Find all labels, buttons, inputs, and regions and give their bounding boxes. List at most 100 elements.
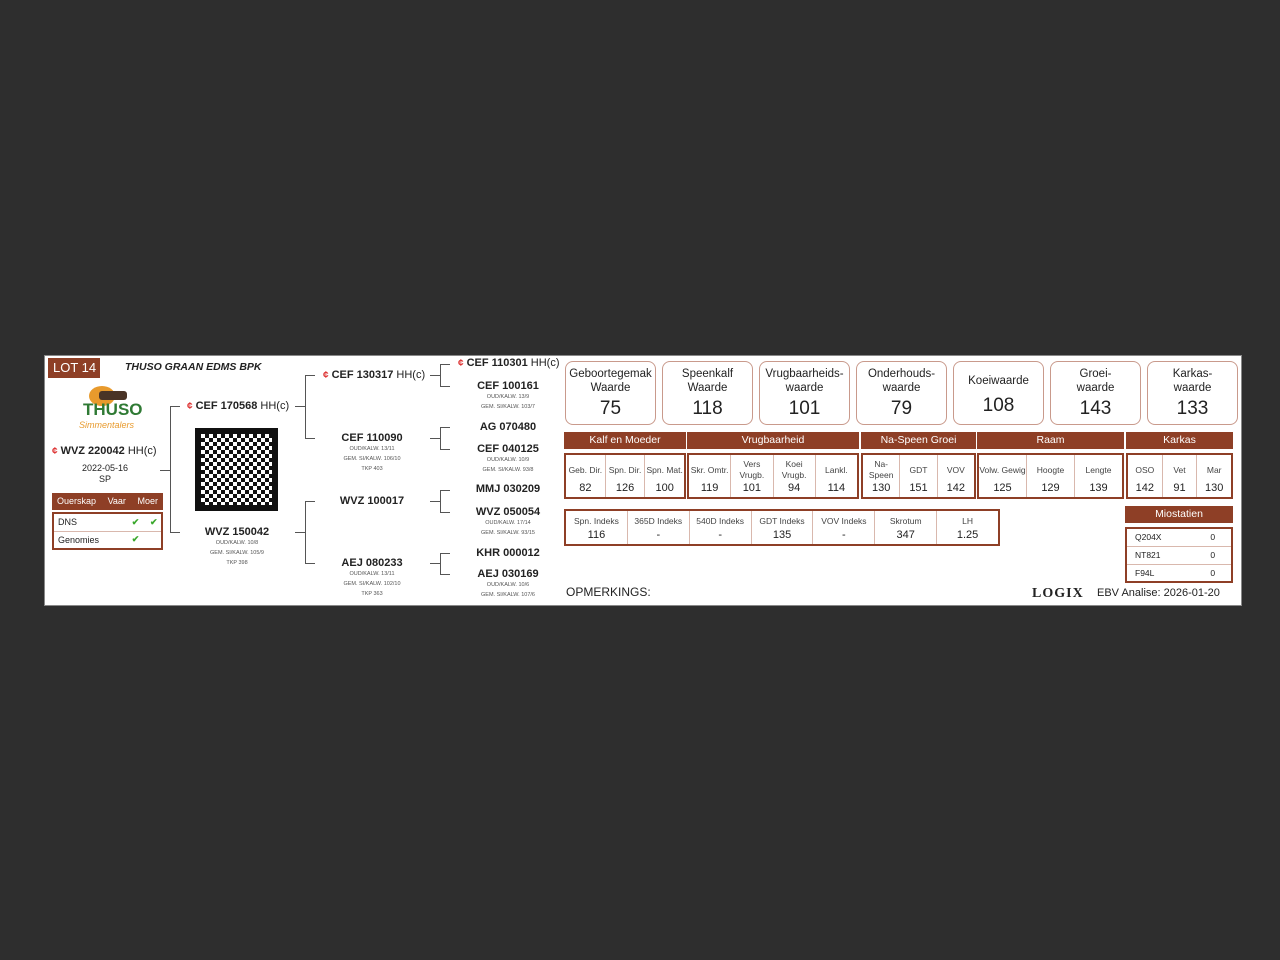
trait-value: 101 [742, 482, 762, 494]
trait-value: 151 [909, 482, 928, 494]
group-header: Vrugbaarheid [687, 432, 859, 449]
parentage-table: Ouerskap Vaar Moer DNS ✔ ✔ Genomies ✔ [52, 493, 163, 550]
index-value: 116 [587, 529, 606, 541]
value-number: 108 [982, 395, 1015, 416]
index-value: 135 [772, 529, 792, 541]
index-cell: Skrotum 347 [874, 511, 936, 544]
value-box: Onderhouds-waarde 79 [856, 361, 947, 425]
qr-code[interactable] [195, 428, 278, 511]
value-box: Groei-waarde 143 [1050, 361, 1141, 425]
value-box: Speenkalf Waarde 118 [662, 361, 753, 425]
value-label: waarde [785, 382, 824, 394]
index-table: Spn. Indeks 116 365D Indeks - 540D Indeks - GD… [564, 509, 1000, 546]
remarks-label: OPMERKINGS: [566, 585, 651, 599]
index-cell: LH 1.25 [936, 511, 998, 544]
myostatin-title: Miostatien [1125, 506, 1233, 523]
ebv-date: EBV Analise: 2026-01-20 [1097, 587, 1220, 599]
trait-label: Spn. Dir. [608, 464, 642, 475]
sd-sire: AG 070480 [479, 421, 537, 433]
animal-id: ¢ WVZ 220042 HH(c) [52, 445, 157, 457]
genomic-icon: ¢ [187, 401, 193, 412]
myostatin-table: Miostatien Q204X 0 NT821 0 F94L 0 [1125, 506, 1233, 583]
trait-value: 142 [946, 482, 965, 494]
trait-cell: Lankl. 114 [814, 455, 857, 497]
index-value: - [842, 529, 846, 541]
index-cell: 365D Indeks - [626, 511, 689, 544]
sd-dam: CEF 040125 OUD/KALW. 10/9 GEM. SI/KALW. 93… [477, 443, 539, 473]
index-value: - [656, 529, 661, 541]
index-value: 347 [896, 529, 915, 541]
trait-label: Vers Vrugb. [739, 459, 765, 480]
value-label: waarde [1173, 382, 1212, 394]
trait-cell: Mar 130 [1196, 455, 1231, 497]
trait-cell: Vers Vrugb. 101 [730, 455, 772, 497]
sire-dam: CEF 110090 OUD/KALW. 13/11 GEM. SI/KALW. 1… [341, 432, 403, 472]
parentage-header: Ouerskap Vaar Moer [52, 493, 163, 510]
lot-badge: LOT 14 [48, 358, 100, 378]
company-name: THUSO GRAAN EDMS BPK [125, 361, 262, 373]
trait-label: OSO [1135, 464, 1155, 475]
check-icon: ✔ [142, 513, 162, 532]
trait-value: 94 [788, 482, 801, 494]
value-number: 143 [1079, 398, 1112, 419]
trait-cell: Na- Speen 130 [863, 455, 899, 497]
group-header: Kalf en Moeder [564, 432, 686, 449]
trait-label: Lengte [1085, 464, 1112, 475]
trait-value: 142 [1135, 482, 1155, 494]
value-label: waarde [1076, 382, 1115, 394]
index-label: LH [962, 515, 974, 526]
birth-date: 2022-05-16 [81, 463, 129, 473]
trait-value: 82 [579, 482, 592, 494]
trait-label: VOV [946, 464, 965, 475]
index-cell: GDT Indeks 135 [750, 511, 813, 544]
trait-label: Na- Speen [868, 459, 894, 480]
myostatin-row: Q204X 0 [1126, 528, 1232, 547]
value-label: Vrugbaarheids- [765, 368, 844, 380]
trait-value: 125 [993, 482, 1012, 494]
trait-label: Koei Vrugb. [781, 459, 807, 480]
trait-value: 91 [1173, 482, 1186, 494]
index-cell: Spn. Indeks 116 [566, 511, 627, 544]
logo-subtext: Simmentalers [79, 420, 135, 430]
value-label: Karkas- [1172, 368, 1213, 380]
dd-sire: KHR 000012 [476, 547, 540, 559]
group-header: Raam [977, 432, 1124, 449]
trait-label: Spn. Mat. [646, 464, 683, 475]
value-label: Geboortegemak [569, 368, 652, 380]
myostatin-row: F94L 0 [1126, 564, 1232, 583]
ds-sire: MMJ 030209 [475, 483, 541, 495]
trait-cell: Skr. Omtr. 119 [689, 455, 730, 497]
animal-code: SP [98, 474, 112, 484]
trait-label: Volw. Gewig [979, 464, 1026, 475]
trait-cell: GDT 151 [899, 455, 936, 497]
group-header: Na-Speen Groei [861, 432, 976, 449]
value-number: 79 [890, 398, 913, 419]
trait-value: 130 [871, 482, 891, 494]
trait-label: Lankl. [825, 464, 848, 475]
trait-value: 100 [655, 482, 674, 494]
trait-label: GDT [909, 464, 928, 475]
value-label: Koeiwaarde [968, 375, 1029, 387]
parentage-row: Genomies ✔ [53, 531, 162, 550]
sire: ¢ CEF 170568 HH(c) [187, 400, 290, 412]
index-cell: 540D Indeks - [688, 511, 751, 544]
value-label: Waarde [687, 382, 728, 394]
thuso-logo: THUSO Simmentalers [75, 386, 143, 432]
value-box: Vrugbaarheids-waarde 101 [759, 361, 850, 425]
value-number: 133 [1176, 398, 1209, 419]
trait-group: Kalf en Moeder Geb. Dir. 82 Spn. Dir. 126 Spn… [564, 432, 686, 499]
trait-cell: OSO 142 [1128, 455, 1162, 497]
trait-value: 129 [1041, 482, 1060, 494]
ds-dam: WVZ 050054 OUD/KALW. 17/14 GEM. SI/KALW. 9… [475, 506, 541, 536]
value-label: waarde [882, 382, 921, 394]
trait-label: Vet [1173, 464, 1186, 475]
index-value: 1.25 [956, 529, 979, 541]
trait-cell: Vet 91 [1161, 455, 1197, 497]
group-header: Karkas [1126, 432, 1233, 449]
index-cell: VOV Indeks - [812, 511, 874, 544]
trait-cell: Spn. Mat. 100 [644, 455, 684, 497]
trait-group: Vrugbaarheid Skr. Omtr. 119 Vers Vrugb. 101 K… [687, 432, 859, 499]
value-number: 75 [599, 398, 622, 419]
trait-label: Geb. Dir. [568, 464, 603, 475]
value-box: Karkas-waarde 133 [1147, 361, 1238, 425]
